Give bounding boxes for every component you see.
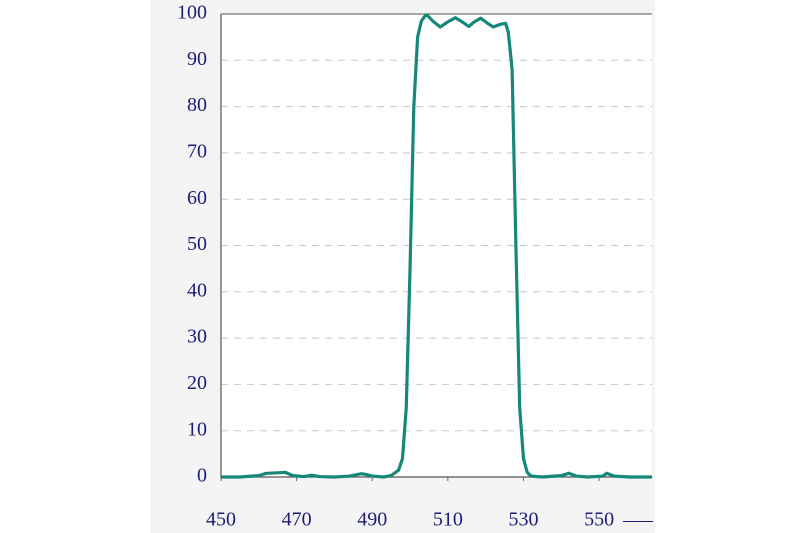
y-tick-label: 100: [177, 2, 207, 24]
x-tick-label: 530: [508, 509, 538, 531]
data-line: [221, 13, 652, 479]
x-tick-label: 550: [584, 509, 614, 531]
y-tick-label: 90: [187, 48, 207, 70]
x-tick-label: 490: [357, 509, 387, 531]
y-tick-label: 30: [187, 326, 207, 348]
y-tick-label: 40: [187, 279, 207, 301]
axis-annotation: ___: [622, 503, 654, 525]
y-tick-label: 70: [187, 140, 207, 162]
y-tick-label: 20: [187, 372, 207, 394]
x-tick-label: 510: [433, 509, 463, 531]
x-tick-label: 450: [206, 509, 236, 531]
y-tick-label: 50: [187, 233, 207, 255]
y-tick-label: 80: [187, 94, 207, 116]
y-tick-label: 60: [187, 187, 207, 209]
y-tick-label: 10: [187, 418, 207, 440]
y-tick-label: 0: [197, 465, 207, 487]
x-tick-label: 470: [282, 509, 312, 531]
